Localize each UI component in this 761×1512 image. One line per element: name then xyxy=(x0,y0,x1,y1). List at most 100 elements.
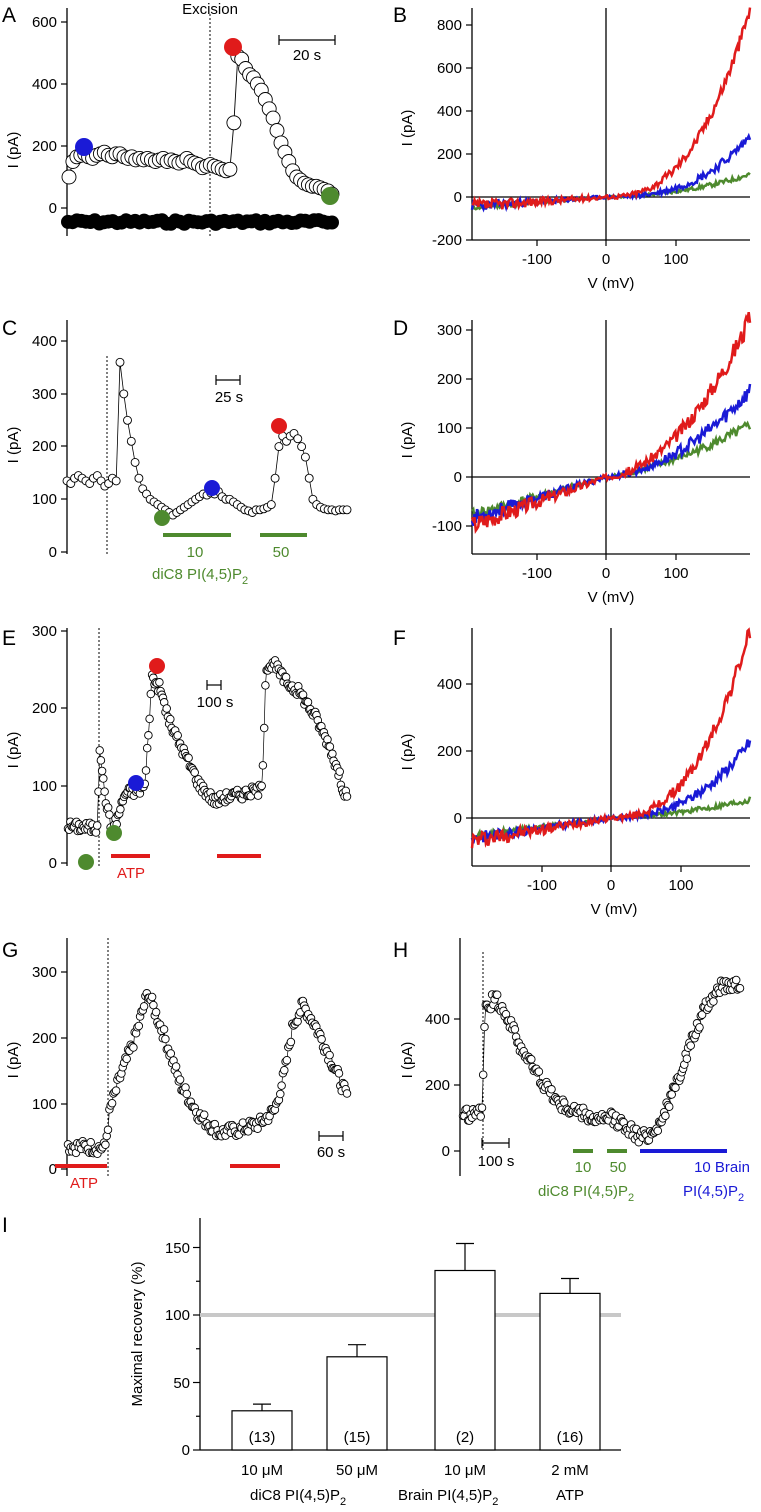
g-open-point xyxy=(276,1089,285,1099)
g-open-point xyxy=(171,1062,181,1071)
e-open-point xyxy=(190,768,199,777)
e-marker-blue xyxy=(128,775,144,791)
e-open-point xyxy=(166,714,175,724)
f-ytick-400: 400 xyxy=(437,676,462,693)
i-ytick-100: 100 xyxy=(165,1307,190,1324)
h-open-point xyxy=(527,1054,536,1064)
h-open-point xyxy=(478,1070,488,1079)
g-open-point xyxy=(175,1075,185,1084)
c-open-point xyxy=(342,505,352,515)
e-open-point xyxy=(145,714,154,724)
h-caption-blue-sub: 2 xyxy=(738,1192,744,1204)
c-marker-green xyxy=(154,510,170,526)
e-open-point xyxy=(141,766,151,775)
e-open-point xyxy=(257,781,266,791)
h-open-point xyxy=(653,1126,663,1136)
f-ylabel: I (pA) xyxy=(399,734,416,771)
i-cat12-name: diC8 PI(4,5)P2 xyxy=(250,1487,346,1508)
e-open-point xyxy=(92,821,102,830)
c-caption: diC8 PI(4,5)P2 xyxy=(152,566,248,587)
b-xtick-100: 100 xyxy=(663,251,688,268)
i-y-ticks xyxy=(193,1246,200,1451)
b-ytick-0: 0 xyxy=(454,189,462,206)
f-xtick-m100: -100 xyxy=(527,877,557,894)
c-ytick-300: 300 xyxy=(32,386,57,403)
h-scalebar xyxy=(481,1138,510,1148)
h-open-point xyxy=(477,1103,487,1112)
g-ytick-200: 200 xyxy=(32,1030,57,1047)
h-series-open xyxy=(458,975,745,1147)
i-cat3-name-sub: 2 xyxy=(492,1496,498,1508)
f-ticks xyxy=(466,683,682,872)
b-ytick-200: 200 xyxy=(437,146,462,163)
b-ytick-400: 400 xyxy=(437,103,462,120)
h-open-point xyxy=(686,1041,695,1050)
a-ytick-200: 200 xyxy=(32,138,57,155)
e-open-point xyxy=(325,742,335,751)
a-open-point xyxy=(61,169,77,185)
f-xtick-0: 0 xyxy=(607,877,615,894)
e-open-point xyxy=(105,810,114,819)
g-open-point xyxy=(199,1110,209,1119)
i-bars: (13) (15) (2) (16) xyxy=(231,1242,601,1451)
e-ylabel: I (pA) xyxy=(5,732,22,769)
h-caption-blue-main: PI(4,5)P xyxy=(683,1183,738,1200)
panel-d: D 300 200 100 0 -100 -100 0 100 V (mV) I… xyxy=(393,312,752,606)
h-open-point xyxy=(661,1111,670,1121)
panel-label-f: F xyxy=(393,627,406,650)
e-ytick-0: 0 xyxy=(49,855,57,872)
c-open-point xyxy=(270,473,280,483)
panel-b: B 800 600 400 200 0 -200 -100 0 100 V (m… xyxy=(393,4,752,292)
g-open-point xyxy=(286,1037,296,1047)
e-marker-red xyxy=(149,658,165,674)
h-ticks xyxy=(454,1018,460,1152)
c-open-point xyxy=(134,473,144,483)
h-open-point xyxy=(534,1067,544,1076)
e-open-point xyxy=(259,723,269,733)
b-trace-red xyxy=(471,7,752,211)
i-ytick-50: 50 xyxy=(173,1375,190,1392)
panel-label-c: C xyxy=(2,317,17,340)
a-filled-point xyxy=(325,215,339,230)
g-open-point xyxy=(107,1098,117,1108)
d-ytick-100: 100 xyxy=(437,420,462,437)
b-ylabel: I (pA) xyxy=(399,110,416,147)
d-ytick-200: 200 xyxy=(437,371,462,388)
a-excision-label: Excision xyxy=(182,1,238,18)
i-cat3-name-main: Brain PI(4,5)P xyxy=(398,1487,492,1504)
g-open-point xyxy=(159,1025,169,1034)
e-open-point xyxy=(100,787,109,796)
h-bar-10-label: 10 xyxy=(575,1159,592,1176)
c-open-point xyxy=(126,436,136,446)
panel-label-e: E xyxy=(2,627,16,650)
e-marker-green xyxy=(106,825,122,841)
g-open-point xyxy=(86,1137,95,1147)
c-open-point xyxy=(111,476,121,486)
c-open-point xyxy=(274,442,284,452)
e-marker-green-start xyxy=(78,854,94,870)
d-xlabel: V (mV) xyxy=(588,589,635,606)
c-ytick-200: 200 xyxy=(32,438,57,455)
e-ytick-100: 100 xyxy=(32,778,57,795)
panel-a: A 600 400 200 0 I (pA) Excision 20 s xyxy=(2,1,340,238)
b-ytick-800: 800 xyxy=(437,17,462,34)
g-open-point xyxy=(342,1089,352,1098)
i-n-label: (2) xyxy=(456,1429,474,1446)
a-scalebar xyxy=(278,35,336,45)
a-open-point xyxy=(222,161,238,177)
h-ylabel: I (pA) xyxy=(399,1042,416,1079)
b-xtick-m100: -100 xyxy=(522,251,552,268)
e-open-point xyxy=(103,803,113,812)
g-open-point xyxy=(122,1054,131,1064)
i-bar xyxy=(539,1292,601,1451)
i-n-label: (13) xyxy=(249,1429,276,1446)
e-open-point xyxy=(303,697,313,707)
e-open-point xyxy=(253,791,263,800)
e-open-point xyxy=(97,766,107,776)
panel-e: E 300 200 100 0 I (pA) 100 s ATP xyxy=(2,623,352,882)
e-open-point xyxy=(155,678,164,687)
h-caption-green: diC8 PI(4,5)P2 xyxy=(538,1183,634,1204)
e-open-point xyxy=(96,756,106,765)
g-open-point xyxy=(111,1086,121,1095)
